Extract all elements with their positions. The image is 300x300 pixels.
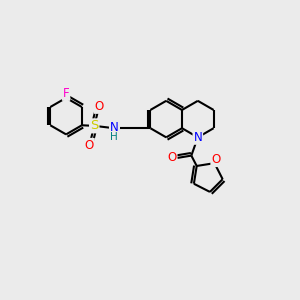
Text: O: O [211, 153, 220, 166]
Text: O: O [85, 139, 94, 152]
Text: O: O [94, 100, 104, 113]
Text: N: N [110, 121, 119, 134]
Text: O: O [167, 152, 176, 164]
Text: N: N [194, 131, 202, 144]
Text: S: S [90, 119, 98, 132]
Text: H: H [110, 132, 118, 142]
Text: F: F [63, 87, 69, 100]
